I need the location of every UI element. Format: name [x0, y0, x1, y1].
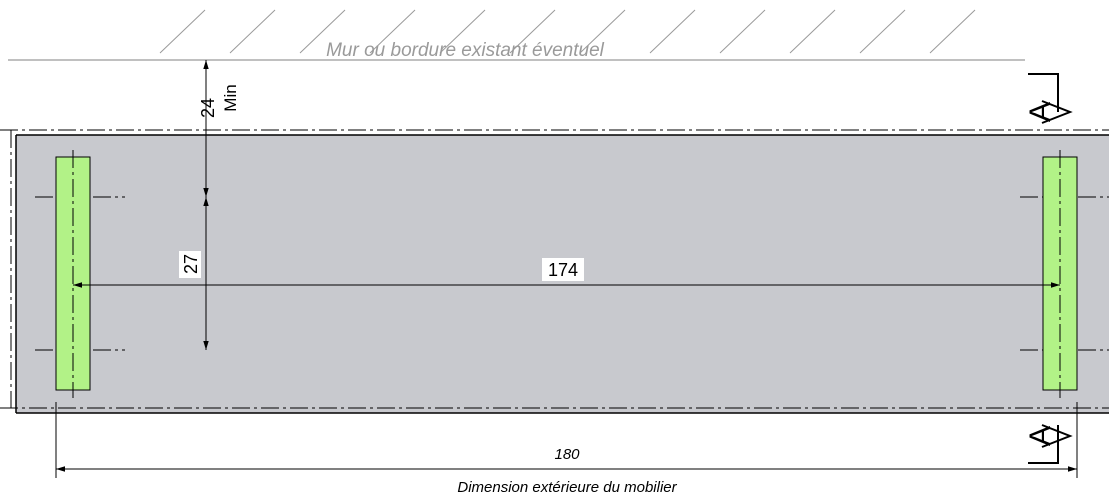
wall-hatch: [159, 9, 976, 54]
spacing-dimension: 27: [179, 197, 209, 350]
existing-wall: Mur ou bordure existant éventuel: [8, 9, 1025, 61]
spacing-value: 27: [181, 254, 201, 274]
span-dimension: 174: [73, 258, 1060, 288]
right-foot: [1042, 150, 1078, 398]
clearance-dimension: 24 Min: [198, 60, 240, 197]
section-letter-bottom: A: [1024, 426, 1057, 446]
overall-dimension: 180 Dimension extérieure du mobilier: [55, 402, 1078, 497]
clearance-value: 24: [198, 98, 218, 118]
overall-caption: Dimension extérieure du mobilier: [457, 479, 677, 496]
left-foot: [55, 150, 91, 398]
clearance-note: Min: [221, 84, 240, 111]
section-letter-top: A: [1024, 102, 1057, 122]
section-marker-bottom: A: [1024, 424, 1073, 464]
overall-value: 180: [554, 446, 580, 463]
span-value: 174: [548, 260, 578, 280]
wall-label: Mur ou bordure existant éventuel: [326, 40, 605, 61]
section-marker-top: A: [1024, 73, 1073, 124]
